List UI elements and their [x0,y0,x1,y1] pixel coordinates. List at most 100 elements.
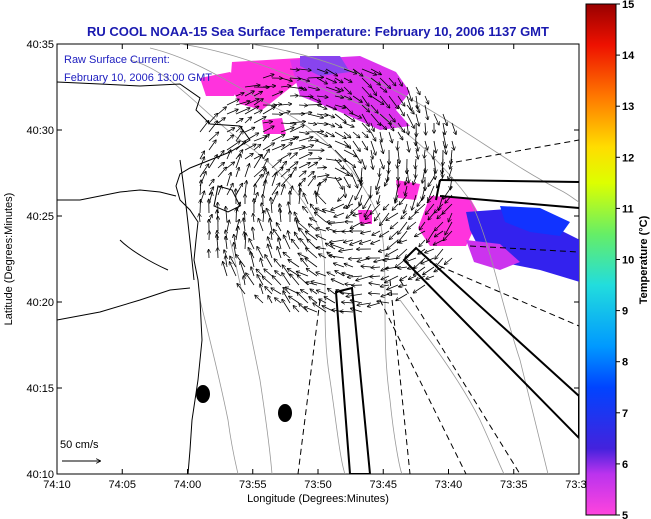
current-vector [244,128,255,133]
current-vector [405,176,407,185]
current-vector [298,145,313,151]
current-vector [334,212,345,217]
current-vector [385,267,399,269]
current-vector [249,239,255,250]
current-vector [352,140,360,151]
current-vector [452,140,454,150]
current-vector [450,158,452,169]
current-vector [299,189,301,205]
y-tick-label: 40:15 [26,383,54,395]
current-vector [298,86,306,90]
current-vector [316,235,327,241]
current-vector [342,273,354,277]
current-vector [424,149,425,158]
current-vector [386,212,399,220]
current-vector [361,77,371,87]
current-vector [448,212,453,222]
current-vector [288,231,290,241]
current-vector [280,143,292,151]
current-vector [307,158,322,159]
current-vector [280,123,296,124]
current-vector [306,231,318,241]
current-vector [200,180,201,196]
current-vector [397,131,403,140]
current-vector [435,221,444,231]
current-vector [316,77,327,84]
current-vector [244,106,259,115]
current-vector [442,131,446,148]
current-vector [329,256,345,259]
current-vector [334,113,346,123]
current-vector [450,176,452,190]
current-vector [271,192,277,205]
current-vector [347,276,363,277]
current-vector [399,239,408,243]
current-vector [451,149,452,164]
current-vector [283,252,291,259]
current-vector [262,149,269,160]
current-vector [245,181,247,196]
current-vector [325,131,334,137]
current-vector [397,158,398,168]
current-vector [370,86,376,95]
current-vector [340,311,354,312]
current-vector [278,238,282,250]
current-vector [268,237,273,250]
current-vector [344,185,345,197]
current-vectors [199,69,456,312]
current-vector [301,258,309,268]
current-vector [289,162,298,169]
current-vector [370,276,381,277]
current-vector [343,68,357,74]
current-vector [244,144,256,151]
current-vector [416,95,418,109]
current-vector [419,221,426,230]
current-vector [235,101,250,106]
current-vector [262,180,266,196]
current-vector [334,149,346,162]
colorbar-tick-label: 8 [622,357,628,369]
y-tick-label: 40:35 [26,39,54,51]
current-vector [344,264,354,268]
current-vector [392,203,399,210]
current-vector [398,149,399,163]
current-vector [235,119,243,124]
current-vector [343,86,351,94]
current-vector [235,141,245,151]
current-vector [451,122,456,134]
current-vector [307,239,318,250]
current-vector [422,167,426,183]
current-vector [246,273,255,286]
current-vector [361,221,372,225]
current-vector [343,158,355,167]
current-vector [307,140,318,141]
current-vector [424,95,428,104]
current-vector [265,255,273,268]
current-vector [361,167,362,183]
current-vector [325,104,336,109]
current-vector [296,271,309,277]
current-vector [289,69,299,70]
current-vector [311,281,327,286]
current-vector [380,230,390,237]
current-vector [277,247,282,259]
current-vector [271,135,285,142]
current-vector [271,288,282,295]
current-vector [386,248,399,256]
map-area: Raw Surface Current: February 10, 2006 1… [56,43,580,475]
current-vector [364,203,372,217]
current-vector [282,299,291,313]
colorbar-tick-label: 10 [622,255,634,267]
current-vector [407,140,409,152]
current-vector [377,301,390,303]
current-vector [415,230,426,236]
current-vector [264,269,273,277]
current-vector [433,149,434,159]
current-vector [253,117,266,124]
current-vector [265,287,273,295]
current-vector [343,104,353,114]
colorbar-tick-label: 15 [622,0,634,11]
current-vector [409,212,417,219]
current-vector [251,267,255,277]
current-vector [289,125,304,133]
